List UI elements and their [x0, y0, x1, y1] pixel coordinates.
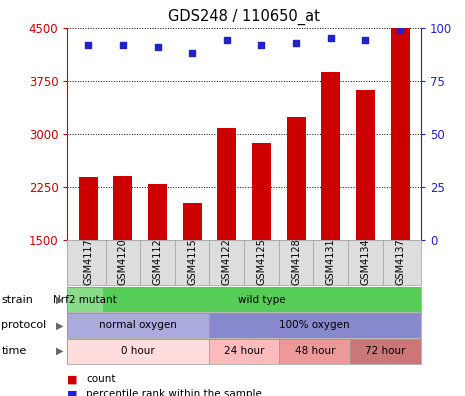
Text: strain: strain: [1, 295, 33, 305]
Text: GSM4117: GSM4117: [83, 238, 93, 285]
Point: [119, 42, 126, 48]
Text: 100% oxygen: 100% oxygen: [279, 320, 350, 330]
Bar: [279, 339, 350, 364]
Bar: [286, 117, 306, 345]
Point: [258, 42, 265, 48]
Bar: [217, 128, 236, 345]
Point: [396, 27, 404, 33]
Point: [188, 50, 196, 56]
Text: GSM4115: GSM4115: [187, 238, 197, 285]
Bar: [113, 176, 133, 345]
Text: ▶: ▶: [56, 295, 63, 305]
Text: GSM4120: GSM4120: [118, 238, 128, 285]
Text: GSM4134: GSM4134: [360, 238, 371, 285]
Text: GSM4137: GSM4137: [395, 238, 405, 285]
Text: GSM4125: GSM4125: [257, 238, 266, 285]
Bar: [321, 72, 340, 345]
Text: 48 hour: 48 hour: [294, 346, 335, 356]
Bar: [67, 313, 209, 338]
Text: percentile rank within the sample: percentile rank within the sample: [86, 389, 262, 396]
Bar: [356, 90, 375, 345]
Bar: [252, 143, 271, 345]
Text: 72 hour: 72 hour: [365, 346, 406, 356]
Point: [327, 35, 334, 42]
Bar: [67, 287, 103, 312]
Bar: [67, 339, 209, 364]
Text: GSM4122: GSM4122: [222, 238, 232, 285]
Bar: [209, 339, 279, 364]
Point: [85, 42, 92, 48]
Bar: [391, 29, 410, 345]
Text: wild type: wild type: [238, 295, 286, 305]
Point: [362, 37, 369, 44]
Text: protocol: protocol: [1, 320, 47, 330]
Bar: [148, 184, 167, 345]
Point: [223, 37, 231, 44]
Text: time: time: [1, 346, 27, 356]
Point: [292, 39, 300, 46]
Text: 24 hour: 24 hour: [224, 346, 265, 356]
Bar: [183, 203, 202, 345]
Text: normal oxygen: normal oxygen: [99, 320, 177, 330]
Text: ■: ■: [67, 389, 78, 396]
Point: [154, 44, 161, 50]
Text: count: count: [86, 374, 115, 385]
Text: Nrf2 mutant: Nrf2 mutant: [53, 295, 117, 305]
Text: GSM4112: GSM4112: [153, 238, 162, 285]
Text: GSM4131: GSM4131: [326, 238, 336, 285]
Bar: [79, 177, 98, 345]
Text: GSM4128: GSM4128: [291, 238, 301, 285]
Text: ▶: ▶: [56, 346, 63, 356]
Bar: [350, 339, 421, 364]
Text: ■: ■: [67, 374, 78, 385]
Title: GDS248 / 110650_at: GDS248 / 110650_at: [168, 9, 320, 25]
Text: 0 hour: 0 hour: [121, 346, 155, 356]
Text: ▶: ▶: [56, 320, 63, 330]
